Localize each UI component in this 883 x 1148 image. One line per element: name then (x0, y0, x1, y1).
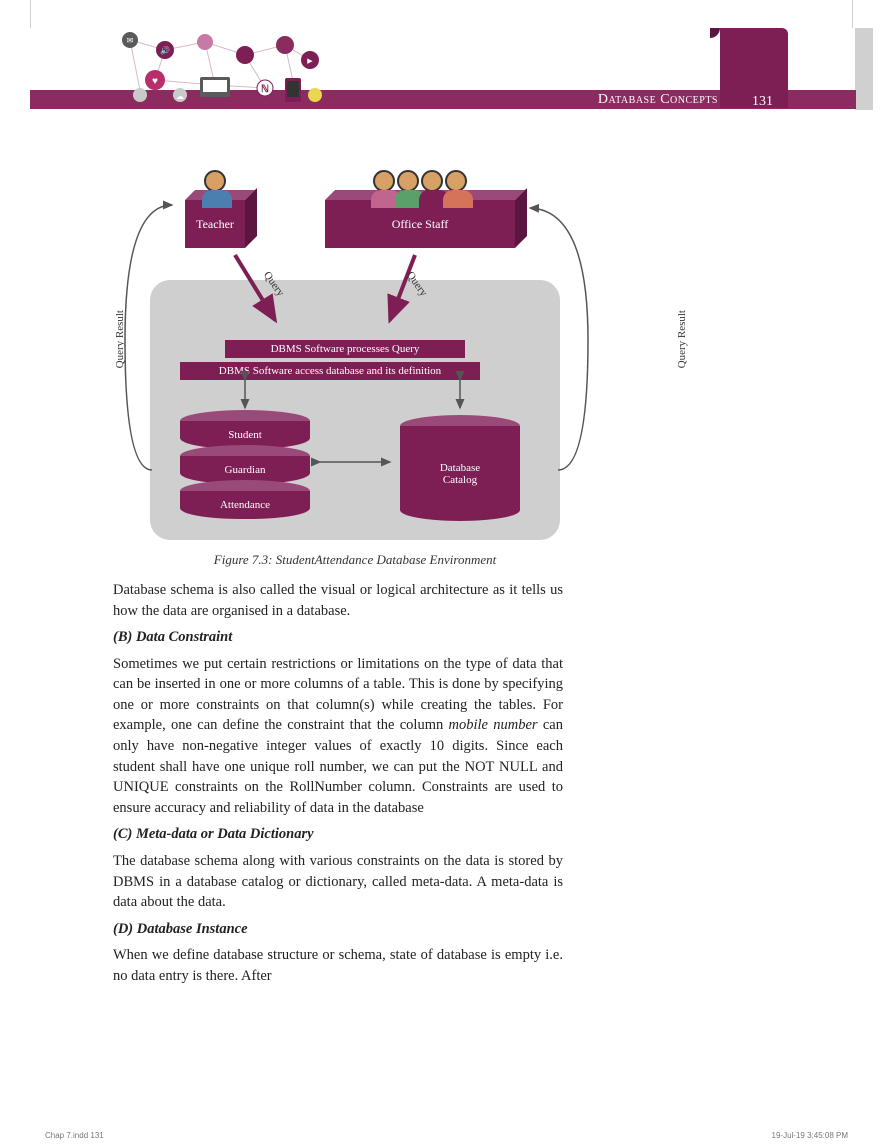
svg-text:♥: ♥ (152, 76, 158, 87)
section-d-heading: (D) Database Instance (113, 919, 563, 940)
header-network-deco-icon: ✉ 🔊 ▶ ♥ ℕ ☁ (115, 30, 325, 105)
section-c-heading: (C) Meta-data or Data Dictionary (113, 824, 563, 845)
side-grey-block (855, 28, 873, 110)
db-environment-diagram: Teacher Office Staff DBMS Software proce… (110, 140, 600, 570)
chapter-title: Database Concepts (598, 92, 718, 108)
svg-text:▶: ▶ (307, 57, 313, 65)
page-footer: Chap 7.indd 131 19-Jul-19 3:45:08 PM (45, 1131, 848, 1140)
svg-text:ℕ: ℕ (261, 84, 269, 95)
top-border (30, 0, 853, 28)
mobile-number-term: mobile number (449, 717, 538, 733)
section-b-heading: (B) Data Constraint (113, 627, 563, 648)
page-number: 131 (752, 94, 773, 110)
footer-file-info: Chap 7.indd 131 (45, 1131, 104, 1140)
body-text: Database schema is also called the visua… (113, 580, 563, 992)
svg-text:☁: ☁ (176, 92, 184, 101)
svg-text:🔊: 🔊 (160, 45, 170, 55)
arrows-icon (110, 140, 670, 540)
intro-paragraph: Database schema is also called the visua… (113, 580, 563, 621)
query-result-label-left: Query Result (114, 310, 126, 368)
section-c-paragraph: The database schema along with various c… (113, 851, 563, 913)
figure-caption: Figure 7.3: StudentAttendance Database E… (110, 552, 600, 568)
query-result-label-right: Query Result (676, 310, 688, 368)
footer-timestamp: 19-Jul-19 3:45:08 PM (772, 1131, 849, 1140)
section-d-paragraph: When we define database structure or sch… (113, 945, 563, 986)
section-b-paragraph: Sometimes we put certain restrictions or… (113, 654, 563, 819)
svg-text:✉: ✉ (127, 36, 134, 45)
textbook-page: ✉ 🔊 ▶ ♥ ℕ ☁ Database Concepts 131 Teache… (0, 0, 883, 1148)
